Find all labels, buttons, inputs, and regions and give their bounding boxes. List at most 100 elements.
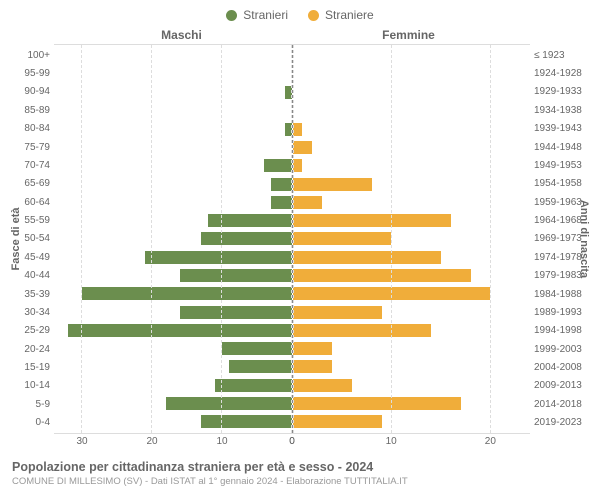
chart-footer: Popolazione per cittadinanza straniera p… bbox=[12, 460, 588, 487]
age-tick: 75-79 bbox=[12, 142, 50, 153]
legend-item-male: Stranieri bbox=[226, 8, 288, 22]
header-female: Femmine bbox=[295, 28, 522, 42]
age-tick: 25-29 bbox=[12, 325, 50, 336]
bar-male bbox=[271, 178, 292, 191]
birth-tick: 1939-1943 bbox=[534, 123, 588, 134]
gridline bbox=[291, 45, 292, 433]
bar-row-female bbox=[293, 122, 531, 136]
bar-male bbox=[180, 269, 292, 282]
bar-male bbox=[82, 287, 292, 300]
bar-row-male bbox=[54, 232, 292, 246]
x-tick: 20 bbox=[485, 436, 496, 447]
bar-row-female bbox=[293, 141, 531, 155]
age-tick: 65-69 bbox=[12, 178, 50, 189]
age-tick: 10-14 bbox=[12, 380, 50, 391]
legend-label-male: Stranieri bbox=[243, 8, 288, 22]
birth-tick: 1994-1998 bbox=[534, 325, 588, 336]
birth-tick: 2004-2008 bbox=[534, 362, 588, 373]
x-tick: 10 bbox=[216, 436, 227, 447]
bar-row-male bbox=[54, 214, 292, 228]
bar-female bbox=[293, 324, 432, 337]
footer-subtitle: COMUNE DI MILLESIMO (SV) - Dati ISTAT al… bbox=[12, 476, 588, 487]
birth-tick: 1949-1953 bbox=[534, 160, 588, 171]
bar-male bbox=[180, 306, 292, 319]
age-tick: 5-9 bbox=[12, 399, 50, 410]
birth-tick: 1924-1928 bbox=[534, 68, 588, 79]
bar-male bbox=[201, 415, 292, 428]
chart-plot-area: Fasce di età 100+95-9990-9485-8980-8475-… bbox=[12, 44, 588, 434]
bar-female bbox=[293, 342, 333, 355]
bar-row-female bbox=[293, 269, 531, 283]
bar-row-male bbox=[54, 141, 292, 155]
bar-row-female bbox=[293, 232, 531, 246]
bar-row-female bbox=[293, 342, 531, 356]
birth-tick: 1954-1958 bbox=[534, 178, 588, 189]
age-tick: 80-84 bbox=[12, 123, 50, 134]
birth-tick: 1944-1948 bbox=[534, 142, 588, 153]
bar-row-female bbox=[293, 159, 531, 173]
bar-row-male bbox=[54, 104, 292, 118]
x-tick: 0 bbox=[289, 436, 295, 447]
bar-female bbox=[293, 360, 333, 373]
bar-male bbox=[222, 342, 292, 355]
bar-female bbox=[293, 232, 392, 245]
bar-male bbox=[201, 232, 292, 245]
bar-row-female bbox=[293, 415, 531, 429]
bar-row-female bbox=[293, 396, 531, 410]
bar-row-male bbox=[54, 122, 292, 136]
age-tick: 70-74 bbox=[12, 160, 50, 171]
female-bars-panel bbox=[293, 45, 531, 433]
gridline bbox=[221, 45, 222, 433]
bar-female bbox=[293, 397, 461, 410]
gridline bbox=[391, 45, 392, 433]
age-tick: 35-39 bbox=[12, 289, 50, 300]
bar-row-male bbox=[54, 342, 292, 356]
bar-row-male bbox=[54, 67, 292, 81]
bar-female bbox=[293, 251, 441, 264]
legend-item-female: Straniere bbox=[308, 8, 374, 22]
gridline bbox=[81, 45, 82, 433]
bar-row-female bbox=[293, 104, 531, 118]
birth-tick: 1989-1993 bbox=[534, 307, 588, 318]
birth-tick: 1984-1988 bbox=[534, 289, 588, 300]
bar-female bbox=[293, 141, 313, 154]
age-tick: 85-89 bbox=[12, 105, 50, 116]
bar-female bbox=[293, 269, 471, 282]
birth-tick: 1934-1938 bbox=[534, 105, 588, 116]
bar-row-male bbox=[54, 159, 292, 173]
plot bbox=[54, 44, 530, 434]
swatch-female bbox=[308, 10, 319, 21]
footer-title: Popolazione per cittadinanza straniera p… bbox=[12, 460, 588, 474]
bar-row-male bbox=[54, 360, 292, 374]
birth-tick: 2009-2013 bbox=[534, 380, 588, 391]
age-tick: 30-34 bbox=[12, 307, 50, 318]
bar-male bbox=[166, 397, 292, 410]
age-tick: 90-94 bbox=[12, 86, 50, 97]
bar-row-female bbox=[293, 195, 531, 209]
x-tick: 30 bbox=[76, 436, 87, 447]
bar-row-male bbox=[54, 195, 292, 209]
bar-male bbox=[264, 159, 292, 172]
age-tick: 15-19 bbox=[12, 362, 50, 373]
bar-male bbox=[68, 324, 292, 337]
bar-row-male bbox=[54, 269, 292, 283]
birth-tick: 2019-2023 bbox=[534, 417, 588, 428]
age-tick: 100+ bbox=[12, 50, 50, 61]
bar-female bbox=[293, 379, 352, 392]
bar-female bbox=[293, 214, 451, 227]
y-axis-label-left: Fasce di età bbox=[10, 208, 22, 271]
age-tick: 0-4 bbox=[12, 417, 50, 428]
bar-female bbox=[293, 159, 303, 172]
column-headers: Maschi Femmine bbox=[12, 28, 588, 42]
bar-row-male bbox=[54, 305, 292, 319]
birth-tick: 2014-2018 bbox=[534, 399, 588, 410]
y-axis-label-right: Anni di nascita bbox=[578, 200, 590, 278]
bar-row-female bbox=[293, 250, 531, 264]
x-ticks-right: 01020 bbox=[292, 436, 530, 450]
bar-female bbox=[293, 178, 372, 191]
bar-male bbox=[145, 251, 292, 264]
male-bars-panel bbox=[54, 45, 293, 433]
bar-row-female bbox=[293, 287, 531, 301]
bar-male bbox=[215, 379, 292, 392]
bar-row-male bbox=[54, 250, 292, 264]
